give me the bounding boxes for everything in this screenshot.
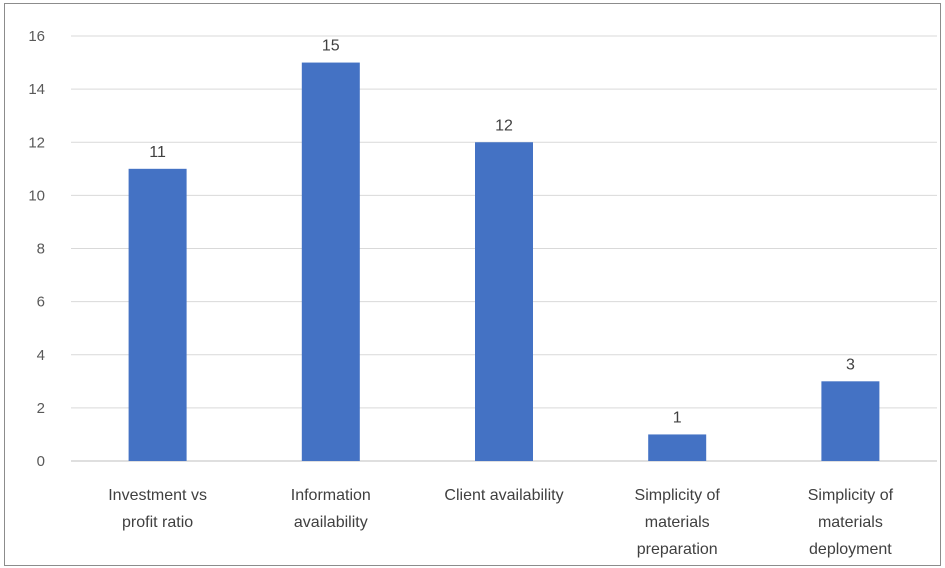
bar	[648, 434, 707, 461]
x-category-label: Information availability	[291, 487, 371, 531]
y-axis-ticks: 0 2 4 6 8 10 12 14 16	[28, 28, 45, 470]
y-tick-label: 14	[28, 81, 45, 98]
bar	[821, 381, 880, 461]
x-category-label: Simplicity of materials deployment	[808, 487, 894, 558]
chart-frame: 0 2 4 6 8 10 12 14 16 11 15 12 1 3 Investment vs prof…	[4, 3, 941, 566]
data-label: 3	[846, 356, 855, 373]
x-category-label: Client availability	[444, 487, 563, 504]
y-tick-label: 2	[37, 400, 45, 417]
y-tick-label: 16	[28, 28, 45, 45]
x-axis-categories: Investment vs profit ratio Information avai…	[108, 487, 893, 558]
data-label: 11	[149, 144, 166, 161]
bar	[128, 168, 187, 461]
bar-chart: 0 2 4 6 8 10 12 14 16 11 15 12 1 3 Investment vs prof…	[28, 28, 937, 558]
bars	[128, 62, 880, 461]
y-tick-label: 10	[28, 187, 45, 204]
y-tick-label: 0	[37, 453, 45, 470]
data-label: 12	[495, 117, 513, 134]
y-tick-label: 12	[28, 134, 45, 151]
x-category-label: Simplicity of materials preparation	[635, 487, 721, 558]
data-label: 1	[673, 409, 682, 426]
y-tick-label: 8	[37, 241, 45, 258]
y-tick-label: 6	[37, 294, 45, 311]
x-category-label: Investment vs profit ratio	[108, 487, 207, 531]
bar	[475, 142, 533, 461]
bar	[301, 62, 360, 461]
data-label: 15	[322, 38, 340, 55]
data-labels: 11 15 12 1 3	[149, 38, 855, 427]
y-tick-label: 4	[37, 347, 45, 364]
